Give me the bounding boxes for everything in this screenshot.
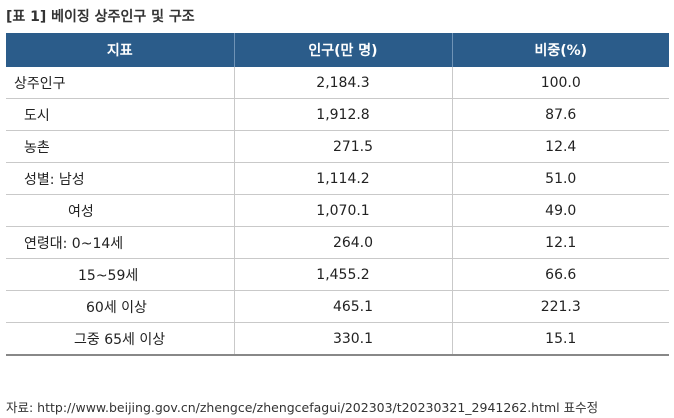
table-row: 15~59세 1,455.2 66.6 <box>6 258 669 291</box>
table-row: 도시 1,912.8 87.6 <box>6 98 669 131</box>
row-population: 1,114.2 <box>233 162 452 195</box>
row-share: 87.6 <box>451 98 669 131</box>
row-share: 51.0 <box>451 162 669 195</box>
table-row: 60세 이상 465.1 221.3 <box>6 290 669 323</box>
row-label: 도시 <box>6 98 234 131</box>
row-label: 연령대: 0~14세 <box>6 226 234 259</box>
table-row: 농촌 271.5 12.4 <box>6 130 669 163</box>
row-population: 2,184.3 <box>233 67 452 99</box>
row-share: 100.0 <box>451 67 669 99</box>
row-share: 221.3 <box>451 290 669 323</box>
row-label: 농촌 <box>6 130 234 163</box>
table-row: 성별: 남성 1,114.2 51.0 <box>6 162 669 195</box>
row-share: 49.0 <box>451 194 669 227</box>
row-share: 66.6 <box>451 258 669 291</box>
header-population: 인구(만 명) <box>233 33 452 67</box>
population-table: 지표 인구(만 명) 비중(%) 상주인구 2,184.3 100.0 도시 1… <box>6 33 669 356</box>
table-caption: [표 1] 베이징 상주인구 및 구조 <box>6 9 195 25</box>
table-row: 여성 1,070.1 49.0 <box>6 194 669 227</box>
row-population: 1,455.2 <box>233 258 452 291</box>
row-population: 271.5 <box>233 130 452 163</box>
row-label: 상주인구 <box>14 75 66 92</box>
row-label: 성별: 남성 <box>6 162 234 195</box>
row-label: 60세 이상 <box>6 290 234 323</box>
table-row: 상주인구 2,184.3 100.0 <box>6 67 669 99</box>
row-share: 12.4 <box>451 130 669 163</box>
row-population: 330.1 <box>233 322 452 356</box>
table-header-row: 지표 인구(만 명) 비중(%) <box>6 33 669 67</box>
row-population: 1,912.8 <box>233 98 452 131</box>
header-share: 비중(%) <box>451 33 669 67</box>
table-row: 그중 65세 이상 330.1 15.1 <box>6 322 669 356</box>
row-population: 1,070.1 <box>233 194 452 227</box>
source-note: 자료: http://www.beijing.gov.cn/zhengce/zh… <box>6 400 599 415</box>
row-label: 그중 65세 이상 <box>6 322 234 356</box>
table-row: 연령대: 0~14세 264.0 12.1 <box>6 226 669 259</box>
row-share: 12.1 <box>451 226 669 259</box>
row-share: 15.1 <box>451 322 669 356</box>
row-label: 15~59세 <box>6 258 234 291</box>
header-indicator: 지표 <box>6 33 234 67</box>
row-population: 465.1 <box>233 290 452 323</box>
row-label: 여성 <box>6 194 234 227</box>
row-population: 264.0 <box>233 226 452 259</box>
